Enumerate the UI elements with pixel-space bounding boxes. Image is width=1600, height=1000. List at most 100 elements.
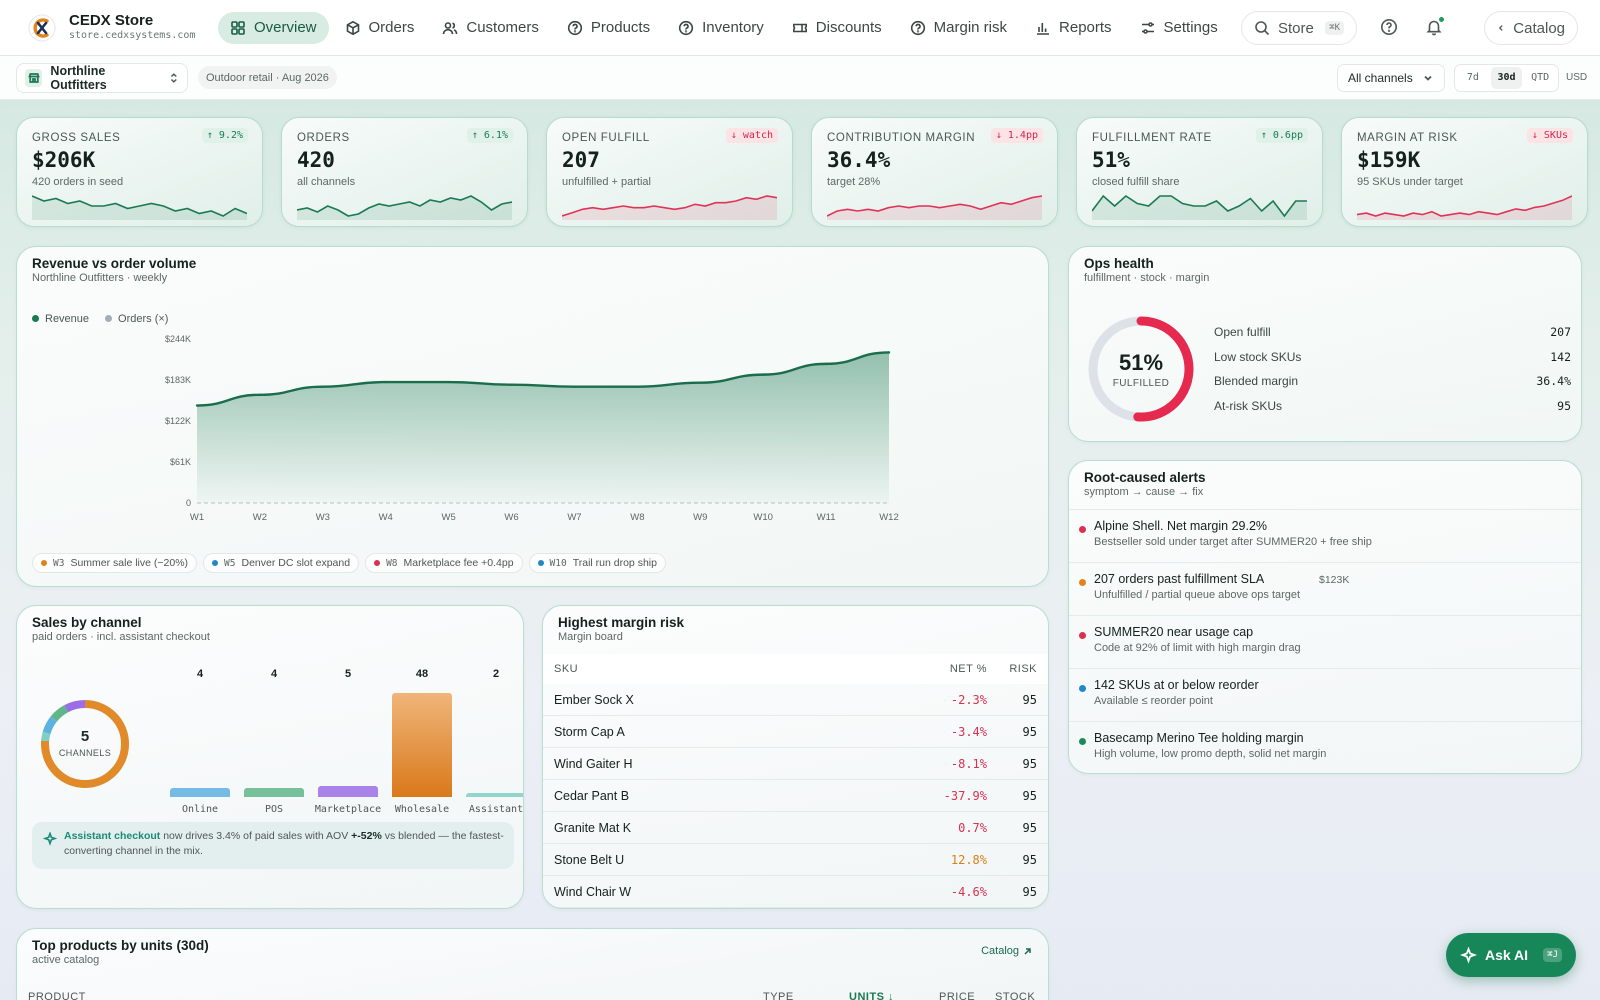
channel-bar-wholesale[interactable] — [392, 693, 452, 797]
kpi-trend-badge: ↓ 1.4pp — [990, 128, 1043, 143]
ops-metric-value: 36.4% — [1536, 374, 1571, 388]
legend-item-orders[interactable]: Orders (×) — [105, 313, 168, 325]
alert-item[interactable]: SUMMER20 near usage cap Code at 92% of li… — [1069, 615, 1581, 667]
range-option-7d[interactable]: 7d — [1466, 72, 1479, 83]
org-switcher[interactable]: Northline Outfitters — [16, 63, 188, 93]
table-row[interactable]: Wind Gaiter H -8.1% 95 — [543, 748, 1048, 780]
channel-bar-assistant[interactable] — [466, 792, 523, 797]
legend-item-revenue[interactable]: Revenue — [32, 313, 89, 325]
column-header-sku[interactable]: SKU — [554, 663, 579, 675]
store-search-button[interactable]: Store ⌘K — [1241, 11, 1357, 45]
kpi-label: CONTRIBUTION MARGIN — [827, 132, 976, 144]
annotation-chip[interactable]: W3 Summer sale live (−20%) — [32, 553, 198, 573]
kpi-label: FULFILLMENT RATE — [1092, 132, 1212, 144]
column-header-units[interactable]: UNITS ↓ — [849, 991, 895, 1000]
bell-icon — [1426, 20, 1442, 36]
column-header-stock[interactable]: STOCK — [995, 991, 1036, 1000]
kpi-card-open-fulfill[interactable]: OPEN FULFILL 207 unfulfilled + partial ↓ wa… — [546, 117, 793, 227]
range-option-30d[interactable]: 30d — [1490, 67, 1523, 89]
channel-bar-label: Wholesale — [394, 804, 450, 815]
alert-severity-dot — [1079, 685, 1086, 692]
channel-bar-value: 5 — [344, 668, 352, 680]
net-cell: -37.9% — [943, 788, 987, 803]
alert-item[interactable]: 142 SKUs at or below reorder Available ≤ … — [1069, 668, 1581, 720]
sparkline-area — [562, 196, 777, 220]
column-header-type[interactable]: TYPE — [763, 991, 794, 1000]
annotation-text: Trail run drop ship — [572, 557, 657, 569]
annotation-week: W5 — [224, 557, 236, 569]
table-row[interactable]: Wind Chair W -4.6% 95 — [543, 876, 1048, 908]
ops-metric-value: 207 — [1550, 325, 1571, 339]
table-row[interactable]: Storm Cap A -3.4% 95 — [543, 716, 1048, 748]
column-header-price[interactable]: PRICE — [939, 991, 976, 1000]
catalog-back-button[interactable]: Catalog — [1484, 11, 1578, 45]
nav-item-margin-risk[interactable]: Margin risk — [898, 12, 1019, 44]
nav-item-reports[interactable]: Reports — [1023, 12, 1124, 44]
chevron-left-icon — [1498, 25, 1503, 31]
alert-severity-dot — [1079, 579, 1086, 586]
kpi-card-contribution-margin[interactable]: CONTRIBUTION MARGIN 36.4% target 28% ↓ 1.4p… — [811, 117, 1058, 227]
table-row[interactable]: Cedar Pant B -37.9% 95 — [543, 780, 1048, 812]
alert-severity-dot — [1079, 526, 1086, 533]
revenue-point-w7 — [573, 385, 576, 388]
kpi-card-orders[interactable]: ORDERS 420 all channels ↑ 6.1% — [281, 117, 528, 227]
nav-label: Settings — [1163, 19, 1218, 36]
alert-item[interactable]: Alpine Shell. Net margin 29.2% Bestseller… — [1069, 509, 1581, 561]
alerts-card: Root-caused alerts symptom → cause → fix… — [1068, 460, 1582, 774]
column-header-net[interactable]: NET % — [949, 663, 987, 675]
insight-lead[interactable]: Assistant checkout — [64, 830, 161, 842]
catalog-link[interactable]: Catalog — [981, 945, 1032, 957]
table-row[interactable]: Stone Belt U 12.8% 95 — [543, 844, 1048, 876]
alert-item[interactable]: Basecamp Merino Tee holding margin High v… — [1069, 721, 1581, 773]
top-products-header: PRODUCT TYPE UNITS ↓ PRICE STOCK — [17, 985, 1048, 1000]
kpi-label: OPEN FULFILL — [562, 132, 650, 144]
notification-dot — [1438, 16, 1445, 23]
range-option-qtd[interactable]: QTD — [1531, 72, 1550, 83]
nav-item-overview[interactable]: Overview — [218, 11, 329, 44]
main-nav: Overview Orders Customers Products Inventory… — [218, 11, 1230, 44]
nav-item-products[interactable]: Products — [555, 12, 662, 44]
ops-card-subtitle: fulfillment · stock · margin — [1084, 272, 1210, 284]
ticket-icon — [792, 23, 807, 32]
table-row[interactable]: Granite Mat K 0.7% 95 — [543, 812, 1048, 844]
ops-metric-value: 95 — [1557, 398, 1571, 413]
column-header-risk[interactable]: RISK — [1009, 663, 1037, 675]
kpi-card-fulfillment-rate[interactable]: FULFILLMENT RATE 51% closed fulfill share ↑… — [1076, 117, 1323, 227]
alert-subtitle: Bestseller sold under target after SUMME… — [1094, 536, 1372, 548]
catalog-back-label: Catalog — [1513, 19, 1565, 37]
sku-cell: Storm Cap A — [554, 724, 625, 739]
channel-bar-pos[interactable] — [244, 788, 304, 797]
brand[interactable]: CEDX Store store.cedxsystems.com — [28, 13, 206, 42]
nav-item-settings[interactable]: Settings — [1128, 12, 1230, 44]
help-circle-icon — [678, 20, 694, 35]
catalog-link-label: Catalog — [981, 945, 1019, 957]
help-button[interactable] — [1380, 18, 1400, 38]
nav-item-inventory[interactable]: Inventory — [666, 12, 776, 44]
channel-bar-label: Marketplace — [314, 804, 382, 815]
channel-bar-label: POS — [264, 804, 284, 815]
kpi-card-margin-at-risk[interactable]: MARGIN AT RISK $159K 95 SKUs under target ↓… — [1341, 117, 1588, 227]
ask-ai-button[interactable]: Ask AI ⌘J — [1446, 933, 1576, 977]
channel-select[interactable]: All channels — [1337, 64, 1445, 92]
channel-bar-marketplace[interactable] — [318, 786, 378, 797]
ops-metric-value: 142 — [1550, 349, 1571, 364]
notifications-button[interactable] — [1425, 16, 1445, 38]
kpi-card-gross-sales[interactable]: GROSS SALES $206K 420 orders in seed ↑ 9.2% — [16, 117, 263, 227]
alert-subtitle: High volume, low promo depth, solid net … — [1094, 748, 1327, 760]
revenue-point-w6 — [510, 383, 513, 386]
net-cell: -3.4% — [950, 724, 987, 739]
annotation-chip[interactable]: W10 Trail run drop ship — [528, 553, 666, 573]
sku-cell: Wind Gaiter H — [554, 756, 633, 771]
channel-bar-online[interactable] — [170, 788, 230, 797]
nav-item-customers[interactable]: Customers — [430, 12, 551, 44]
annotation-chip[interactable]: W5 Denver DC slot expand — [203, 553, 360, 573]
gauge-label: FULFILLED — [1112, 378, 1170, 389]
top-navigation-bar: CEDX Store store.cedxsystems.com Overvie… — [0, 0, 1600, 56]
alert-item[interactable]: 207 orders past fulfillment SLA Unfulfill… — [1069, 562, 1581, 614]
nav-item-orders[interactable]: Orders — [333, 12, 427, 44]
annotation-chip[interactable]: W8 Marketplace fee +0.4pp — [365, 553, 523, 573]
column-header-product[interactable]: PRODUCT — [28, 991, 86, 1000]
alert-title: 142 SKUs at or below reorder — [1094, 678, 1259, 692]
nav-item-discounts[interactable]: Discounts — [780, 12, 894, 44]
table-row[interactable]: Ember Sock X -2.3% 95 — [543, 684, 1048, 716]
